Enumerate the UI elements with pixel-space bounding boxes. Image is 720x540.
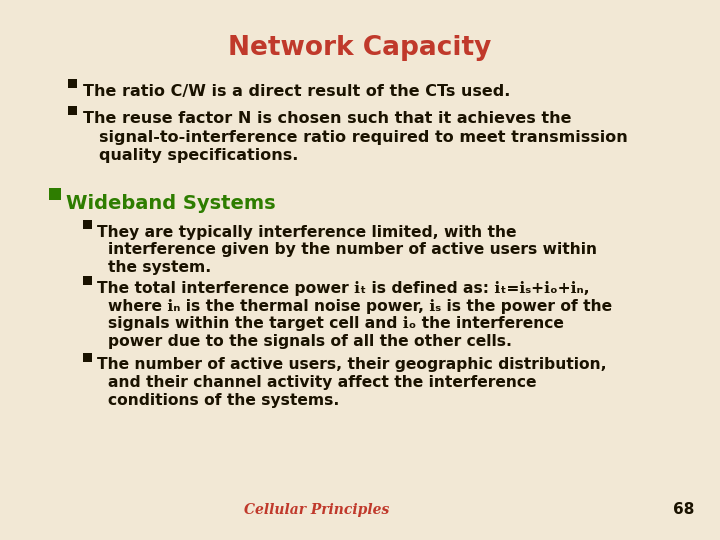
Text: The reuse factor N is chosen such that it achieves the: The reuse factor N is chosen such that i… — [83, 111, 571, 126]
Text: where ℹₙ is the thermal noise power, ℹₛ is the power of the: where ℹₙ is the thermal noise power, ℹₛ … — [108, 299, 612, 314]
Text: Cellular Principles: Cellular Principles — [244, 503, 390, 517]
Text: Wideband Systems: Wideband Systems — [66, 194, 276, 213]
Text: The ratio C/W is a direct result of the CTs used.: The ratio C/W is a direct result of the … — [83, 84, 510, 99]
Text: conditions of the systems.: conditions of the systems. — [108, 393, 339, 408]
Text: the system.: the system. — [108, 260, 211, 275]
Bar — [68, 106, 78, 114]
Text: Network Capacity: Network Capacity — [228, 35, 492, 61]
Text: signal-to-interference ratio required to meet transmission: signal-to-interference ratio required to… — [99, 130, 628, 145]
Text: and their channel activity affect the interference: and their channel activity affect the in… — [108, 375, 536, 390]
Bar — [83, 220, 92, 229]
Bar — [83, 276, 92, 285]
Text: The number of active users, their geographic distribution,: The number of active users, their geogra… — [97, 357, 607, 373]
Text: interference given by the number of active users within: interference given by the number of acti… — [108, 242, 597, 258]
Text: signals within the target cell and ℹₒ the interference: signals within the target cell and ℹₒ th… — [108, 316, 564, 332]
Text: They are typically interference limited, with the: They are typically interference limited,… — [97, 225, 517, 240]
Text: 68: 68 — [672, 502, 694, 517]
Bar — [49, 188, 61, 200]
Text: power due to the signals of all the other cells.: power due to the signals of all the othe… — [108, 334, 512, 349]
Text: The total interference power ℹₜ is defined as: ℹₜ=ℹₛ+ℹₒ+ℹₙ,: The total interference power ℹₜ is defin… — [97, 281, 590, 296]
Bar — [68, 79, 78, 87]
Text: quality specifications.: quality specifications. — [99, 148, 299, 163]
Bar — [83, 353, 92, 362]
